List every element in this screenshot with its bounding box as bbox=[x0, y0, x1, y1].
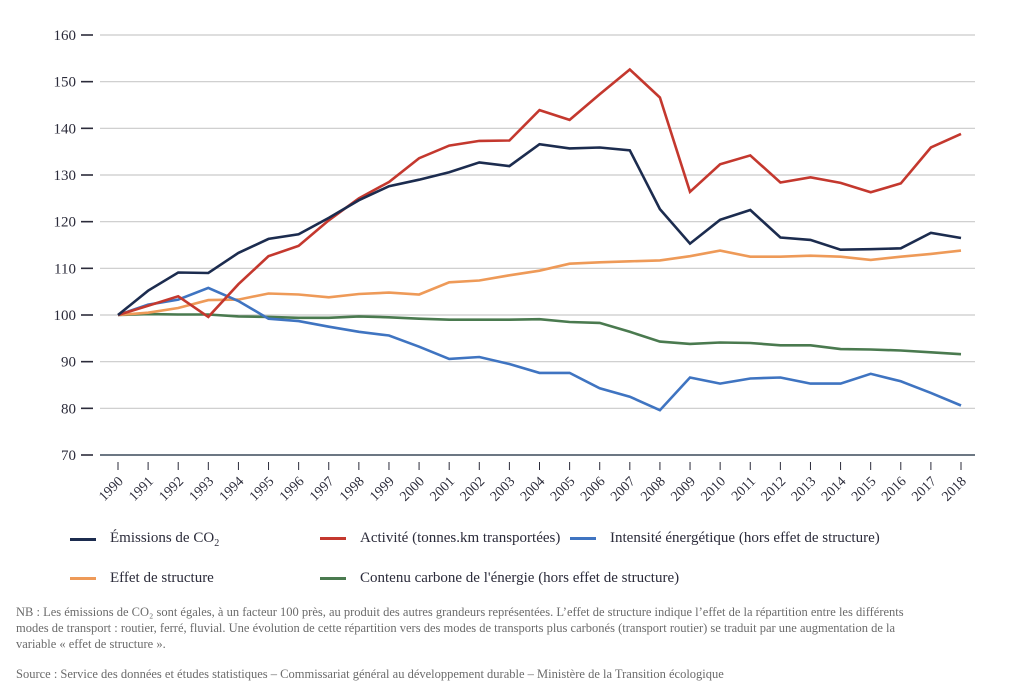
legend-item-emissions-co2: Émissions de CO2 bbox=[70, 530, 219, 549]
legend-swatch bbox=[570, 537, 596, 540]
x-tick-label: 1996 bbox=[277, 474, 307, 504]
series-line-4 bbox=[117, 312, 962, 356]
x-tick-label: 2013 bbox=[789, 474, 819, 504]
gridlines bbox=[100, 34, 975, 456]
x-tick-label: 1990 bbox=[96, 474, 126, 504]
x-tick-label: 1998 bbox=[337, 474, 367, 504]
x-tick-label: 2011 bbox=[729, 474, 759, 504]
x-tick-label: 2008 bbox=[638, 474, 668, 504]
legend-label: Contenu carbone de l'énergie (hors effet… bbox=[360, 570, 680, 586]
x-tick-label: 2015 bbox=[849, 474, 879, 504]
x-tick-label: 2018 bbox=[939, 474, 969, 504]
legend-label: Émissions de CO2 bbox=[110, 530, 220, 549]
y-tick-label: 90 bbox=[61, 355, 76, 371]
x-tick-label: 2014 bbox=[819, 474, 849, 504]
x-tick-label: 1991 bbox=[127, 474, 157, 504]
x-tick-label: 1995 bbox=[247, 474, 277, 504]
legend-swatch bbox=[320, 537, 346, 540]
x-tick-label: 2012 bbox=[759, 474, 789, 504]
source-note: Source : Service des données et études s… bbox=[16, 667, 724, 681]
nb-line-2: modes de transport : routier, ferré, flu… bbox=[16, 621, 896, 635]
legend-item-effet-de-structure: Effet de structure bbox=[70, 570, 214, 587]
x-tick-label: 2003 bbox=[488, 474, 518, 504]
x-tick-label: 2016 bbox=[879, 474, 909, 504]
y-tick-label: 160 bbox=[54, 28, 77, 44]
x-tick-label: 2007 bbox=[608, 474, 638, 504]
series-lines bbox=[117, 67, 962, 412]
legend-swatch bbox=[70, 577, 96, 580]
x-tick-label: 1997 bbox=[307, 474, 337, 504]
nb-line-3: variable « effet de structure ». bbox=[16, 637, 166, 651]
y-tick-label: 120 bbox=[54, 215, 77, 231]
x-tick-label: 1999 bbox=[367, 474, 397, 504]
y-tick-label: 100 bbox=[54, 308, 77, 324]
x-tick-label: 2002 bbox=[458, 474, 488, 504]
x-tick-label: 1992 bbox=[157, 474, 187, 504]
x-tick-label: 2017 bbox=[909, 474, 939, 504]
series-line-1 bbox=[117, 67, 962, 319]
x-axis: 1990 1991 1992 1993 1994 1995 1996 1997 1998 1999… bbox=[96, 462, 970, 505]
x-tick-label: 2005 bbox=[548, 474, 578, 504]
x-tick-label: 2009 bbox=[668, 474, 698, 504]
y-tick-label: 140 bbox=[54, 121, 77, 137]
y-tick-label: 150 bbox=[54, 75, 77, 91]
legend-item-intensite-energetique: Intensité énergétique (hors effet de str… bbox=[570, 530, 880, 547]
y-tick-label: 80 bbox=[61, 401, 76, 417]
x-tick-label: 2010 bbox=[699, 474, 729, 504]
y-axis: 70 80 90 100 110 120 130 140 150 160 bbox=[54, 28, 93, 464]
y-tick-label: 130 bbox=[54, 168, 77, 184]
legend-label: Activité (tonnes.km transportées) bbox=[360, 530, 561, 546]
x-tick-label: 2006 bbox=[578, 474, 608, 504]
x-tick-label: 2001 bbox=[428, 474, 458, 504]
y-tick-label: 70 bbox=[61, 448, 76, 464]
legend-item-contenu-carbone: Contenu carbone de l'énergie (hors effet… bbox=[320, 570, 679, 587]
legend-swatch bbox=[70, 538, 96, 541]
legend-item-activite: Activité (tonnes.km transportées) bbox=[320, 530, 560, 547]
series-line-0 bbox=[117, 142, 962, 317]
series-line-3 bbox=[117, 249, 962, 317]
line-chart: 70 80 90 100 110 120 130 140 150 160 1990 1991 1992… bbox=[54, 28, 975, 505]
nb-note: NB : Les émissions de CO₂ sont égales, à… bbox=[16, 604, 1016, 652]
legend-swatch bbox=[320, 577, 346, 580]
x-tick-label: 1993 bbox=[187, 474, 217, 504]
series-line-2 bbox=[117, 286, 962, 412]
legend-label: Effet de structure bbox=[110, 570, 214, 586]
legend-label: Intensité énergétique (hors effet de str… bbox=[610, 530, 880, 546]
nb-line-1: NB : Les émissions de CO₂ sont égales, à… bbox=[16, 605, 904, 619]
y-tick-label: 110 bbox=[54, 261, 76, 277]
x-tick-label: 2004 bbox=[518, 474, 548, 504]
x-tick-label: 2000 bbox=[397, 474, 427, 504]
x-tick-label: 1994 bbox=[217, 474, 247, 504]
